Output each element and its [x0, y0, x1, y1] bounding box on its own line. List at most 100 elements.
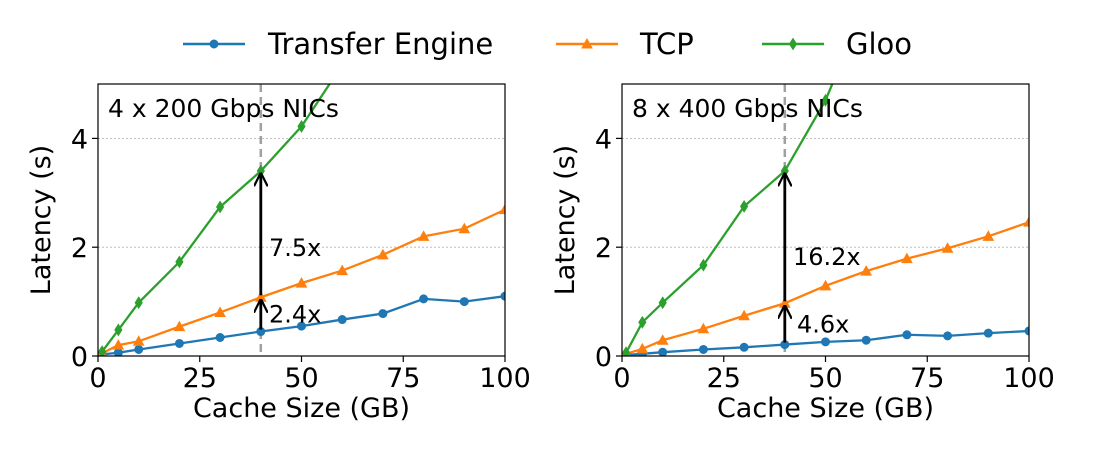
series-tcp: [98, 203, 505, 356]
x-tick-label: 0: [89, 363, 106, 394]
data-point: [134, 344, 144, 354]
legend-entry: Gloo: [762, 27, 912, 61]
data-point: [215, 333, 225, 343]
legend-entry: TCP: [556, 27, 694, 61]
data-point: [740, 199, 749, 213]
data-point: [658, 296, 667, 310]
x-tick-label: 25: [707, 363, 741, 394]
legend-marker: [581, 37, 593, 49]
data-point: [297, 321, 306, 331]
panel-title: 4 x 200 Gbps NICs: [108, 94, 339, 123]
data-point: [698, 344, 708, 354]
data-point: [336, 264, 349, 276]
data-point: [500, 291, 505, 301]
data-point: [114, 323, 123, 337]
x-tick-label: 50: [284, 363, 318, 394]
data-point: [132, 335, 145, 346]
y-tick-label: 4: [595, 124, 612, 155]
annotation-label: 16.2x: [793, 243, 861, 271]
chart-panel: 16.2x 4.6x 8 x 400 Gbps NICs 0 25 50 75 100 0 2 4 C…: [550, 83, 1055, 424]
data-point: [860, 265, 873, 276]
legend-marker: [788, 37, 798, 51]
legend: Transfer Engine TCP Gloo: [183, 27, 912, 61]
series-transfer-engine: [98, 291, 505, 356]
series-line: [101, 84, 331, 353]
data-point: [339, 59, 346, 70]
data-point: [941, 242, 954, 253]
series-line: [625, 84, 834, 354]
x-axis-label: Cache Size (GB): [193, 393, 410, 424]
data-point: [216, 200, 225, 214]
annotation-label: 7.5x: [269, 234, 321, 262]
data-point: [699, 258, 708, 272]
data-point: [134, 296, 143, 310]
legend-label: Transfer Engine: [267, 27, 493, 61]
gridlines: [622, 137, 1029, 248]
data-point: [821, 93, 830, 107]
data-point: [983, 328, 993, 338]
x-tick-label: 100: [1003, 363, 1055, 394]
data-point: [297, 120, 306, 133]
data-point: [861, 335, 871, 345]
legend-entry: Transfer Engine: [183, 27, 493, 61]
y-tick-label: 0: [595, 342, 612, 373]
series-gloo: [98, 59, 346, 356]
data-point: [98, 345, 107, 356]
y-axis-label: Latency (s): [550, 145, 581, 295]
plot-area: [98, 59, 505, 356]
data-point: [499, 203, 505, 215]
data-point: [656, 334, 669, 345]
data-point: [378, 309, 388, 319]
data-point: [982, 230, 995, 241]
y-tick-label: 4: [71, 124, 88, 155]
x-tick-label: 75: [910, 363, 944, 394]
data-point: [174, 338, 184, 348]
data-point: [638, 315, 647, 329]
series-transfer-engine: [622, 326, 1029, 356]
chart-panels: 7.5x 2.4x 4 x 200 Gbps NICs 0 25 50 75 100 0 2 4 Ca…: [26, 59, 1055, 424]
data-point: [1024, 326, 1029, 336]
data-point: [819, 279, 832, 291]
annotation-label: 4.6x: [797, 310, 849, 338]
data-point: [214, 306, 226, 317]
data-point: [943, 331, 953, 341]
x-tick-label: 100: [479, 363, 531, 394]
x-tick-label: 25: [183, 363, 217, 394]
panel-title: 8 x 400 Gbps NICs: [632, 94, 863, 123]
data-point: [902, 330, 912, 340]
data-point: [459, 297, 469, 307]
x-tick-label: 50: [808, 363, 842, 394]
data-point: [173, 320, 186, 332]
data-point: [377, 248, 389, 260]
data-point: [417, 230, 430, 241]
data-point: [175, 255, 184, 269]
data-point: [738, 309, 750, 321]
data-point: [1023, 216, 1029, 227]
chart-panel: 7.5x 2.4x 4 x 200 Gbps NICs 0 25 50 75 100 0 2 4 Ca…: [26, 59, 531, 424]
data-point: [622, 346, 631, 356]
x-tick-label: 0: [613, 363, 630, 394]
data-point: [658, 347, 668, 356]
legend-label: TCP: [639, 27, 694, 61]
data-point: [636, 342, 649, 354]
data-point: [419, 294, 429, 304]
data-point: [739, 342, 749, 352]
y-axis-label: Latency (s): [26, 145, 57, 295]
x-tick-label: 75: [386, 363, 420, 394]
legend-label: Gloo: [846, 27, 912, 61]
data-point: [821, 337, 830, 347]
y-tick-label: 2: [595, 233, 612, 264]
y-tick-label: 0: [71, 342, 88, 373]
data-point: [697, 322, 710, 334]
data-point: [901, 252, 913, 264]
x-axis-label: Cache Size (GB): [717, 393, 934, 424]
gridlines: [98, 137, 505, 248]
data-point: [295, 277, 308, 288]
data-point: [337, 315, 347, 325]
data-point: [112, 339, 125, 350]
legend-marker: [209, 39, 219, 49]
data-point: [458, 222, 471, 234]
annotation-label: 2.4x: [269, 301, 321, 329]
y-tick-label: 2: [71, 233, 88, 264]
